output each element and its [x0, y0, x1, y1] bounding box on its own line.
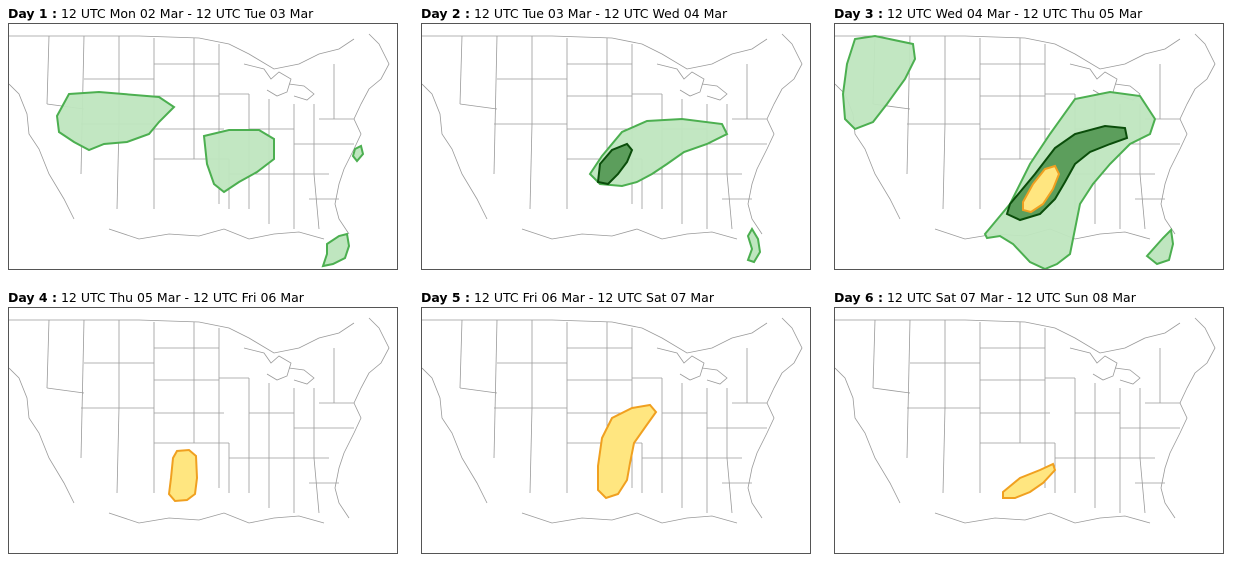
period-label: 12 UTC Fri 06 Mar - 12 UTC Sat 07 Mar: [473, 290, 714, 305]
day-label: Day 5 :: [421, 290, 470, 305]
risk-area-light: [983, 90, 1157, 269]
risk-area-light: [746, 227, 762, 264]
risk-area-yellow: [167, 448, 199, 503]
panel-title: Day 4 : 12 UTC Thu 05 Mar - 12 UTC Fri 0…: [8, 290, 304, 306]
panel-title: Day 6 : 12 UTC Sat 07 Mar - 12 UTC Sun 0…: [834, 290, 1136, 306]
day-label: Day 2 :: [421, 6, 470, 21]
risk-area-light: [321, 232, 351, 268]
risk-area-yellow: [597, 403, 658, 500]
panel-title: Day 5 : 12 UTC Fri 06 Mar - 12 UTC Sat 0…: [421, 290, 714, 306]
risk-area-light: [351, 144, 365, 163]
risk-area-light: [202, 129, 275, 194]
risk-area-light: [841, 34, 917, 131]
period-label: 12 UTC Mon 02 Mar - 12 UTC Tue 03 Mar: [60, 6, 314, 21]
risk-area-yellow: [1022, 164, 1061, 214]
panel-title: Day 3 : 12 UTC Wed 04 Mar - 12 UTC Thu 0…: [834, 6, 1142, 22]
map-day-3: [834, 23, 1224, 270]
risk-area-light: [55, 90, 176, 152]
risk-area-yellow: [1002, 462, 1057, 499]
period-label: 12 UTC Tue 03 Mar - 12 UTC Wed 04 Mar: [473, 6, 728, 21]
period-label: 12 UTC Thu 05 Mar - 12 UTC Fri 06 Mar: [60, 290, 304, 305]
map-day-4: [8, 307, 398, 554]
period-label: 12 UTC Wed 04 Mar - 12 UTC Thu 05 Mar: [886, 6, 1143, 21]
map-day-6: [834, 307, 1224, 554]
day-label: Day 4 :: [8, 290, 57, 305]
panel-title: Day 2 : 12 UTC Tue 03 Mar - 12 UTC Wed 0…: [421, 6, 727, 22]
map-day-5: [421, 307, 811, 554]
panel-title: Day 1 : 12 UTC Mon 02 Mar - 12 UTC Tue 0…: [8, 6, 313, 22]
day-label: Day 3 :: [834, 6, 883, 21]
day-label: Day 6 :: [834, 290, 883, 305]
map-day-1: [8, 23, 398, 270]
risk-area-moderate: [596, 142, 634, 186]
map-day-2: [421, 23, 811, 270]
risk-area-light: [1145, 227, 1175, 266]
day-label: Day 1 :: [8, 6, 57, 21]
period-label: 12 UTC Sat 07 Mar - 12 UTC Sun 08 Mar: [886, 290, 1136, 305]
